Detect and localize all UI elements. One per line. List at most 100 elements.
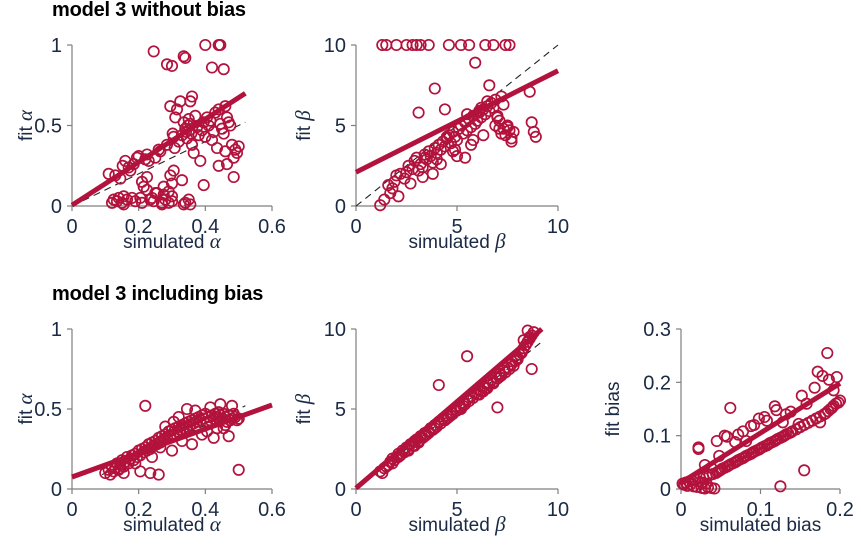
x-tick-label: 0.4 <box>191 216 219 238</box>
data-point <box>157 180 170 193</box>
data-point <box>505 135 518 148</box>
y-tick-label: 5 <box>335 399 346 421</box>
x-axis-label: simulated α <box>123 512 222 536</box>
panel-title-row2: model 3 including bias <box>52 283 264 305</box>
y-tick-label: 0.1 <box>643 426 671 448</box>
y-tick-label: 0.2 <box>643 372 671 394</box>
data-point <box>774 480 787 493</box>
data-point <box>175 174 189 187</box>
data-point <box>525 116 538 129</box>
data-point <box>212 159 225 172</box>
y-tick-label: 1 <box>51 319 62 341</box>
regression-line <box>354 327 544 491</box>
data-point <box>505 132 518 145</box>
scatter-panel-beta-including-bias: 0 5 10 0 5 10 simulated β fit β <box>291 319 569 536</box>
y-tick-label: 0.5 <box>34 116 62 138</box>
data-point <box>493 370 506 384</box>
data-point <box>430 153 443 166</box>
data-point <box>117 190 130 203</box>
x-tick-label: 10 <box>547 499 569 521</box>
x-tick-label: 0 <box>350 499 361 521</box>
data-point <box>487 38 500 52</box>
x-tick-label: 0.2 <box>826 499 854 521</box>
data-point <box>442 38 455 52</box>
data-point <box>392 190 405 203</box>
data-point <box>187 146 200 159</box>
data-point <box>227 170 240 184</box>
data-point <box>390 38 403 52</box>
data-point <box>209 106 222 119</box>
data-point <box>217 63 230 76</box>
data-point <box>495 369 508 382</box>
data-point <box>454 38 468 52</box>
data-point <box>469 56 482 69</box>
data-point <box>144 466 157 480</box>
data-point <box>147 45 160 58</box>
data-point <box>426 167 439 180</box>
data-point <box>168 141 181 155</box>
data-point <box>459 151 472 164</box>
data-point <box>152 468 165 481</box>
data-point <box>380 38 393 52</box>
data-point <box>792 417 805 430</box>
data-point <box>457 399 470 412</box>
data-point <box>167 415 180 428</box>
data-point <box>428 82 441 95</box>
data-point <box>503 38 516 52</box>
data-point <box>214 398 227 411</box>
data-point <box>99 466 112 480</box>
data-point <box>197 179 210 192</box>
x-tick-label: 0.2 <box>125 499 153 521</box>
x-tick-label: 0.2 <box>125 216 153 238</box>
data-point <box>232 140 245 153</box>
data-point <box>481 382 494 395</box>
y-tick-label: 0 <box>51 196 62 218</box>
data-point <box>721 430 734 443</box>
data-point <box>125 191 139 204</box>
y-tick-label: 10 <box>324 35 346 57</box>
data-point <box>414 38 427 52</box>
data-point <box>412 106 425 119</box>
data-point <box>440 130 453 143</box>
y-axis-label: fit α <box>13 109 37 141</box>
data-point <box>145 450 159 464</box>
data-point <box>416 161 429 174</box>
data-point <box>134 465 147 478</box>
y-axis-label: fit α <box>13 392 37 424</box>
data-point <box>225 399 239 412</box>
data-point <box>165 444 179 457</box>
data-point <box>438 103 451 116</box>
data-points <box>99 398 245 481</box>
data-point <box>386 182 399 195</box>
x-tick-label: 0 <box>66 499 77 521</box>
data-point <box>164 169 177 182</box>
data-point <box>483 79 496 92</box>
data-point <box>180 402 194 416</box>
data-point <box>224 119 237 132</box>
data-point <box>194 154 207 167</box>
x-tick-label: 0 <box>350 216 361 238</box>
data-point <box>814 416 827 429</box>
scatter-panel-alpha-without-bias: 0 0.2 0.4 0.6 0 0.5 1 simulated α fit α <box>13 35 286 253</box>
data-point <box>230 146 244 159</box>
data-point <box>164 100 177 113</box>
data-point <box>798 464 811 477</box>
data-point <box>811 365 824 378</box>
x-tick-label: 0.6 <box>258 499 286 521</box>
data-point <box>149 187 162 200</box>
data-point <box>185 438 199 451</box>
data-point <box>400 38 413 52</box>
data-point <box>222 430 235 443</box>
data-point <box>477 129 490 142</box>
data-point <box>461 350 474 363</box>
data-point <box>525 362 538 376</box>
data-point <box>760 414 773 427</box>
data-point <box>189 109 202 122</box>
data-point <box>821 346 834 360</box>
y-tick-label: 0.5 <box>34 399 62 421</box>
y-tick-label: 0 <box>51 479 62 501</box>
y-axis-label: fit bias <box>603 382 624 437</box>
data-point <box>378 193 391 206</box>
data-point <box>219 145 232 158</box>
